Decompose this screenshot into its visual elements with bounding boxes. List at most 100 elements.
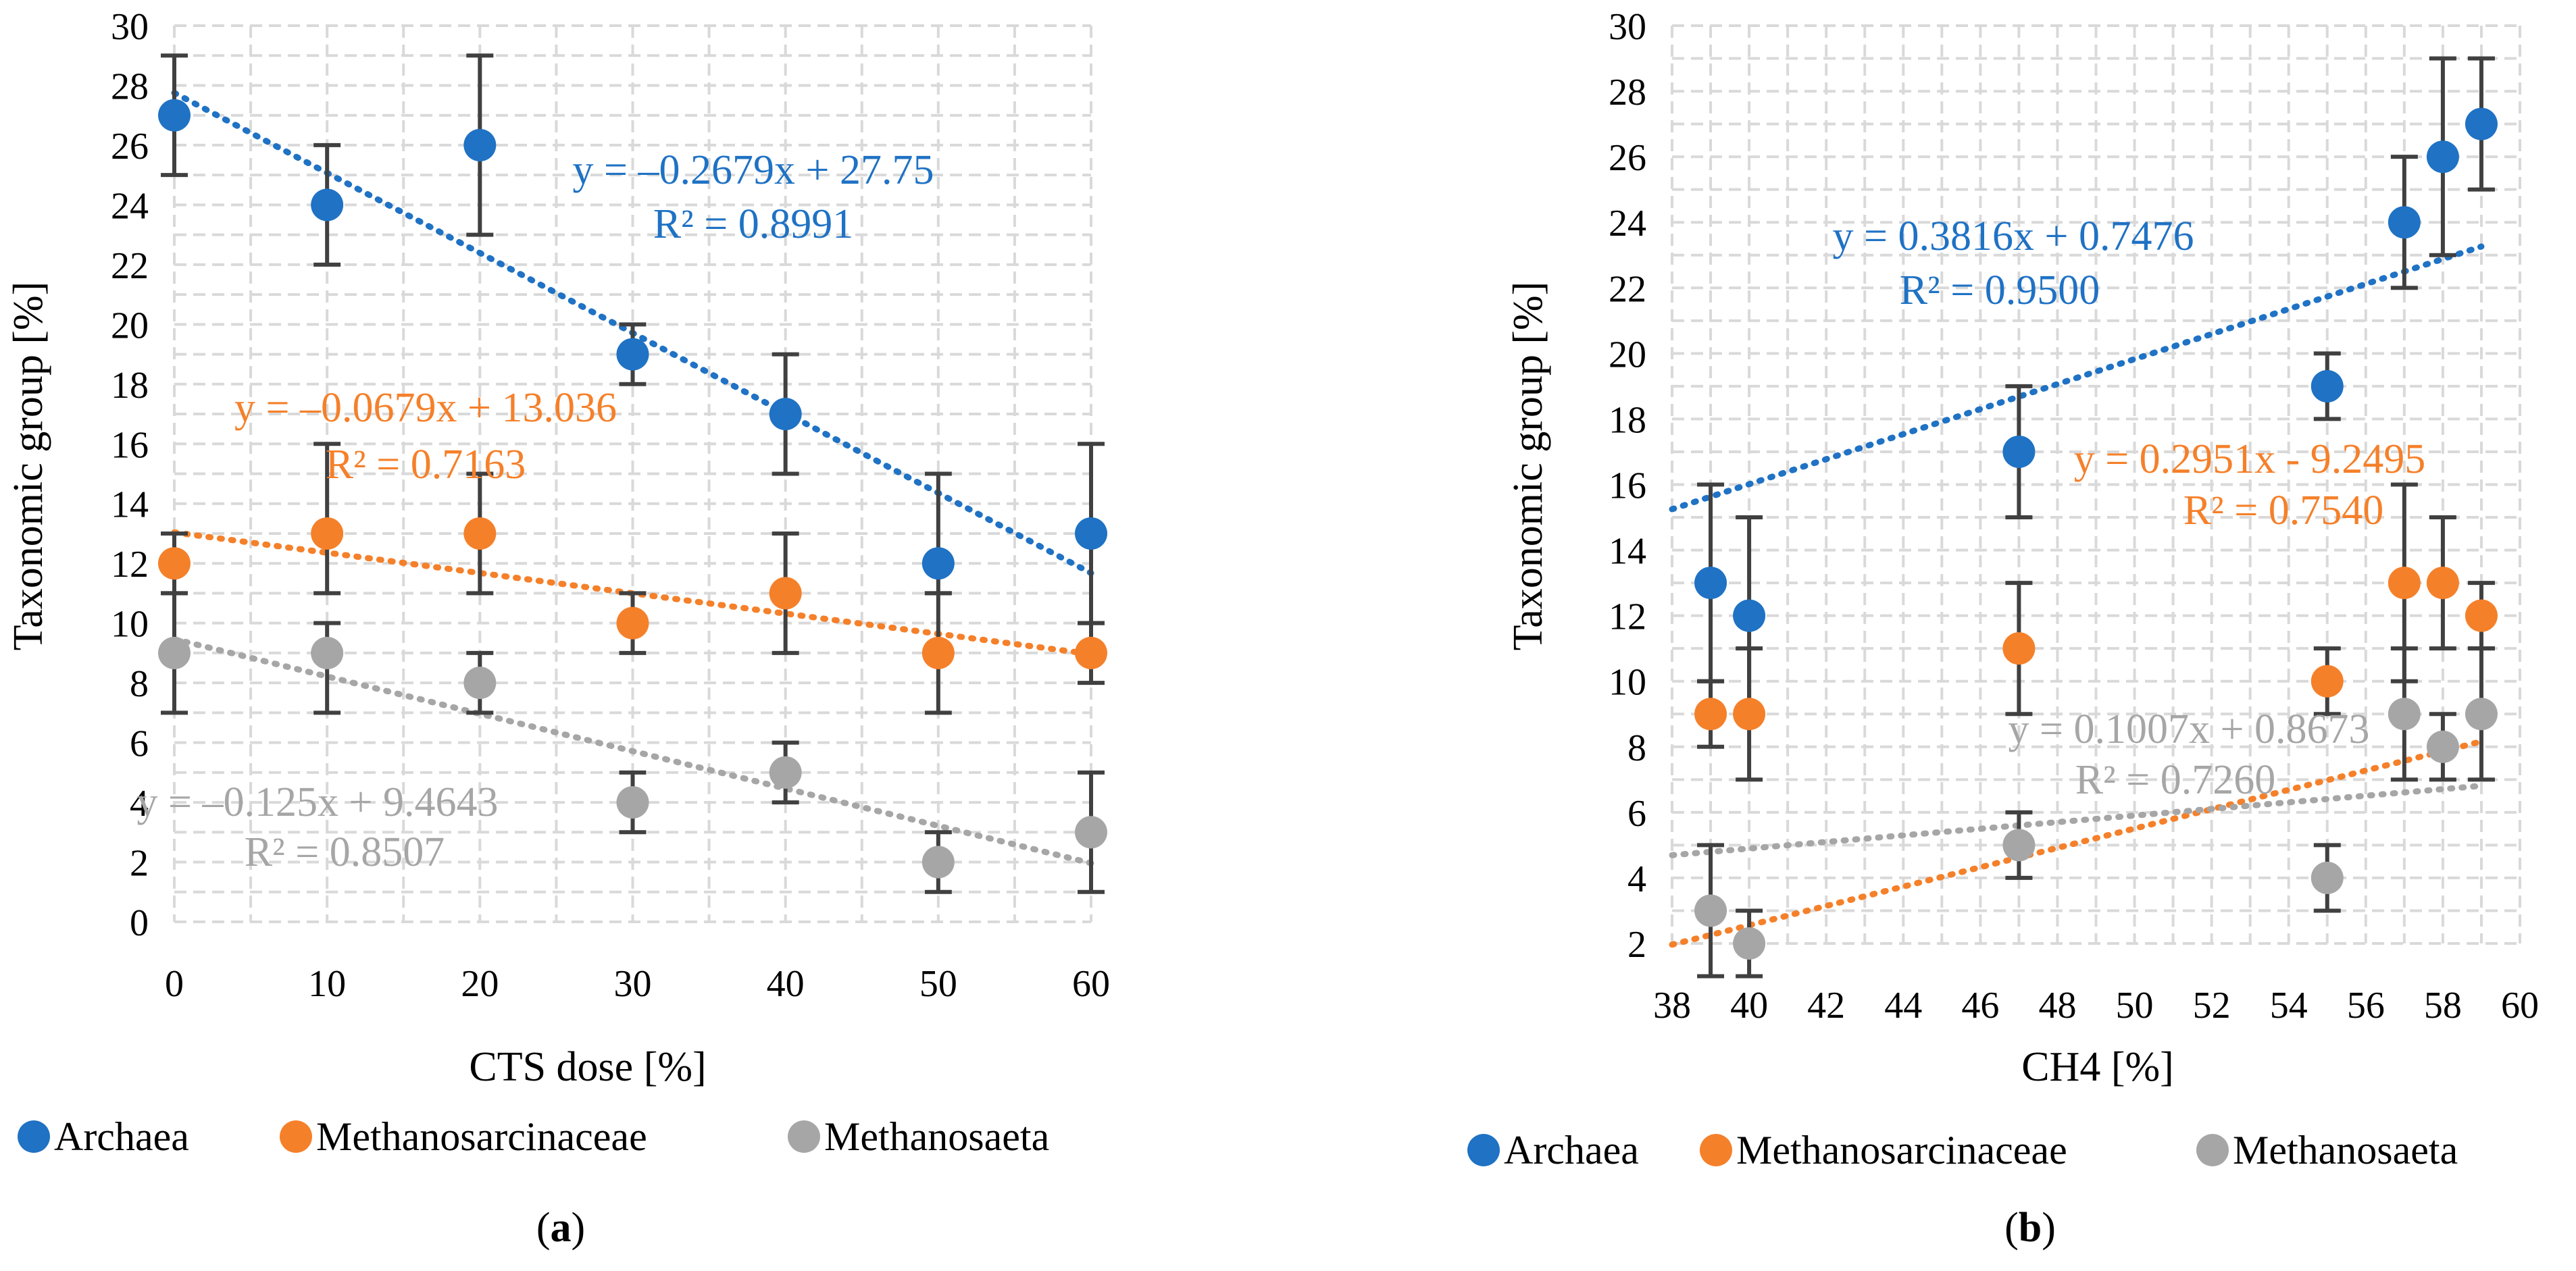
- data-point-methanosaeta-a: [158, 636, 191, 669]
- x-tick-labels-b: 38 40 42 44 46 48 50 52 54 56 58 60: [1653, 985, 2539, 1027]
- x-tick-label-a: 50: [919, 963, 957, 1005]
- x-tick-label-a: 20: [461, 963, 499, 1005]
- data-point-archaea-a: [616, 338, 649, 371]
- y-tick-label-a: 24: [111, 185, 149, 227]
- data-point-methanosarcinaceae-a: [616, 606, 649, 640]
- data-point-methanosarcinaceae-b: [2426, 567, 2459, 600]
- y-tick-label-b: 24: [1609, 203, 1646, 244]
- data-points-b: [1694, 107, 2498, 960]
- x-tick-label-b: 48: [2038, 985, 2076, 1027]
- y-tick-label-a: 30: [111, 6, 149, 48]
- y-tick-label-a: 12: [111, 544, 149, 586]
- x-tick-label-b: 44: [1884, 985, 1922, 1027]
- data-point-methanosaeta-a: [921, 846, 955, 879]
- data-point-methanosarcinaceae-a: [1075, 636, 1107, 669]
- y-tick-label-b: 22: [1609, 268, 1646, 310]
- data-point-methanosarcinaceae-a: [769, 577, 802, 610]
- legend-marker-methanosaeta-a: [788, 1120, 820, 1153]
- legend-a: Archaea Methanosarcinaceae Methanosaeta: [18, 1114, 1049, 1159]
- y-tick-label-a: 26: [111, 126, 149, 167]
- r2-archaea-a: R² = 0.8991: [653, 201, 853, 247]
- x-tick-label-b: 52: [2193, 985, 2231, 1027]
- data-point-archaea-b: [2002, 435, 2036, 468]
- legend-marker-methanosarcinaceae-a: [280, 1120, 312, 1153]
- y-axis-label-a: Taxonomic group [%]: [5, 282, 51, 651]
- panel-label-a: (a): [536, 1205, 585, 1251]
- y-tick-label-a: 28: [111, 66, 149, 107]
- data-point-archaea-a: [463, 128, 497, 161]
- y-tick-label-b: 10: [1609, 662, 1646, 704]
- x-tick-label-b: 40: [1730, 985, 1768, 1027]
- data-point-methanosaeta-a: [311, 636, 344, 669]
- x-tick-label-b: 38: [1653, 985, 1691, 1027]
- x-tick-label-a: 10: [308, 963, 346, 1005]
- trendline-archaea-b: [1669, 243, 2485, 513]
- legend-label-methanosaeta-b: Methanosaeta: [2233, 1128, 2458, 1172]
- y-tick-label-a: 16: [111, 424, 149, 466]
- y-tick-label-a: 22: [111, 245, 149, 287]
- data-point-archaea-b: [2310, 369, 2344, 403]
- data-point-methanosarcinaceae-a: [158, 547, 191, 580]
- data-point-methanosarcinaceae-b: [1733, 698, 1766, 731]
- data-point-archaea-a: [1075, 517, 1107, 550]
- legend-label-methanosarcinaceae-a: Methanosarcinaceae: [316, 1114, 647, 1159]
- y-tick-label-a: 10: [111, 604, 149, 646]
- r2-methanosaeta-b: R² = 0.7260: [2075, 757, 2275, 803]
- equation-methanosarcinaceae-a: y = –0.0679x + 13.036: [234, 385, 617, 431]
- y-tick-label-a: 20: [111, 305, 149, 346]
- data-point-methanosaeta-a: [769, 756, 802, 789]
- data-point-methanosarcinaceae-b: [2002, 632, 2036, 665]
- equation-archaea-a: y = –0.2679x + 27.75: [573, 147, 934, 193]
- y-tick-label-b: 12: [1609, 596, 1646, 638]
- data-point-archaea-b: [2465, 107, 2498, 140]
- y-tick-label-a: 8: [130, 663, 149, 705]
- x-tick-label-b: 50: [2116, 985, 2154, 1027]
- r2-methanosaeta-a: R² = 0.8507: [245, 829, 445, 875]
- legend-label-methanosarcinaceae-b: Methanosarcinaceae: [1736, 1128, 2067, 1172]
- data-point-methanosaeta-b: [2465, 698, 2498, 731]
- y-tick-label-b: 14: [1609, 531, 1646, 573]
- data-point-archaea-b: [1733, 599, 1766, 632]
- data-point-methanosaeta-b: [1733, 927, 1766, 960]
- y-tick-label-b: 8: [1627, 727, 1646, 769]
- x-tick-label-b: 56: [2347, 985, 2385, 1027]
- data-point-methanosaeta-b: [2426, 730, 2459, 763]
- data-point-methanosarcinaceae-a: [463, 517, 497, 550]
- data-point-archaea-a: [158, 99, 191, 132]
- data-point-methanosarcinaceae-b: [2465, 599, 2498, 632]
- data-point-methanosaeta-a: [463, 667, 497, 700]
- legend-marker-methanosaeta-b: [2196, 1134, 2229, 1166]
- y-tick-label-a: 6: [130, 723, 149, 765]
- panel-label-b: (b): [2004, 1205, 2056, 1251]
- data-point-archaea-a: [921, 547, 955, 580]
- y-tick-label-b: 28: [1609, 72, 1646, 113]
- x-tick-label-a: 30: [614, 963, 652, 1005]
- data-point-archaea-b: [2426, 140, 2459, 174]
- y-tick-label-b: 30: [1609, 6, 1646, 48]
- y-tick-label-a: 14: [111, 484, 149, 526]
- y-tick-label-b: 4: [1627, 858, 1646, 900]
- trendline-methanosaeta-b: [1669, 783, 2485, 858]
- y-axis-label-b: Taxonomic group [%]: [1505, 282, 1551, 651]
- equation-methanosaeta-b: y = 0.1007x + 0.8673: [2009, 706, 2370, 752]
- data-point-methanosaeta-b: [1694, 894, 1727, 927]
- legend-label-methanosaeta-a: Methanosaeta: [824, 1114, 1049, 1159]
- x-axis-label-b: CH4 [%]: [2021, 1044, 2174, 1090]
- y-tick-label-a: 2: [130, 843, 149, 885]
- data-point-methanosaeta-b: [2002, 829, 2036, 862]
- x-axis-label-a: CTS dose [%]: [469, 1044, 706, 1090]
- legend-b: Archaea Methanosarcinaceae Methanosaeta: [1467, 1128, 2458, 1172]
- data-point-methanosarcinaceae-b: [2310, 665, 2344, 698]
- y-tick-label-b: 26: [1609, 137, 1646, 179]
- y-tick-label-a: 0: [130, 902, 149, 944]
- x-tick-label-a: 40: [767, 963, 805, 1005]
- equation-archaea-b: y = 0.3816x + 0.7476: [1833, 213, 2194, 259]
- r2-methanosarcinaceae-a: R² = 0.7163: [326, 442, 526, 488]
- x-tick-label-b: 60: [2501, 985, 2539, 1027]
- data-point-methanosaeta-b: [2310, 861, 2344, 894]
- r2-archaea-b: R² = 0.9500: [1900, 267, 2100, 313]
- data-point-methanosarcinaceae-b: [1694, 698, 1727, 731]
- x-tick-label-b: 42: [1807, 985, 1845, 1027]
